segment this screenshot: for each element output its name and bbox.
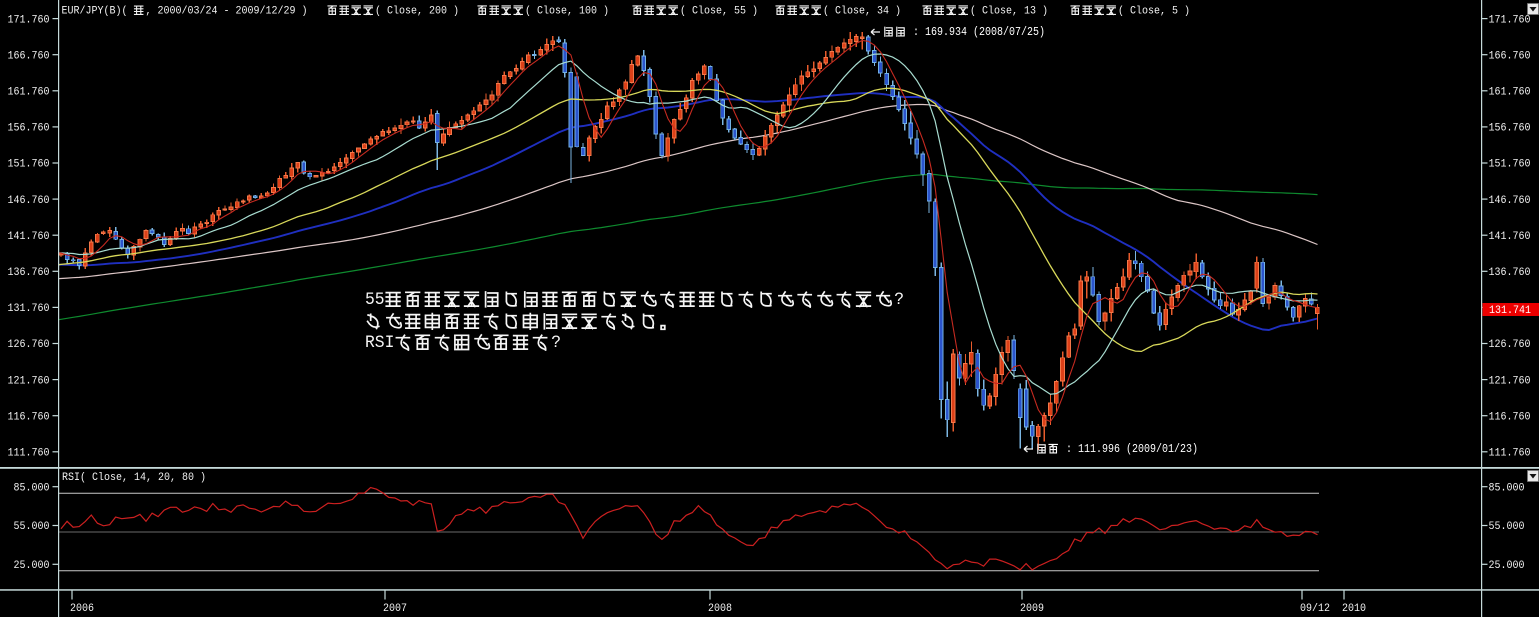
svg-text:111.760: 111.760 [8,448,50,460]
svg-text:85.000: 85.000 [1489,482,1525,494]
svg-text:111.760: 111.760 [1489,448,1531,460]
svg-text:: 169.934 (2008/07/25): : 169.934 (2008/07/25) [907,26,1045,39]
svg-text:85.000: 85.000 [14,482,50,494]
svg-text:?: ? [551,333,561,353]
svg-text:156.760: 156.760 [1489,123,1531,135]
svg-text:25.000: 25.000 [1489,560,1525,572]
svg-text:RSI: RSI [365,333,394,353]
svg-text:55.000: 55.000 [1489,521,1525,533]
svg-text:( Close, 100 ): ( Close, 100 ) [525,5,609,17]
svg-text:141.760: 141.760 [8,231,50,243]
svg-text:116.760: 116.760 [8,411,50,423]
svg-text:166.760: 166.760 [8,50,50,62]
svg-text:126.760: 126.760 [8,339,50,351]
svg-text:55.000: 55.000 [14,521,50,533]
svg-text:151.760: 151.760 [1489,159,1531,171]
svg-text:141.760: 141.760 [1489,231,1531,243]
svg-text:116.760: 116.760 [1489,411,1531,423]
svg-text:136.760: 136.760 [8,267,50,279]
svg-text:161.760: 161.760 [8,87,50,99]
svg-text:171.760: 171.760 [8,14,50,26]
svg-text:131.741: 131.741 [1489,305,1531,317]
svg-text:RSI( Close, 14, 20, 80 ): RSI( Close, 14, 20, 80 ) [62,472,206,484]
svg-text:?: ? [894,290,904,310]
svg-text:161.760: 161.760 [1489,87,1531,99]
svg-text:146.760: 146.760 [1489,195,1531,207]
svg-text:( Close, 13 ): ( Close, 13 ) [970,5,1048,17]
svg-text:2009: 2009 [1020,603,1044,615]
svg-text:121.760: 121.760 [8,375,50,387]
svg-text:156.760: 156.760 [8,123,50,135]
svg-text:2008: 2008 [708,603,732,615]
svg-text:131.760: 131.760 [8,303,50,315]
svg-text:2006: 2006 [70,603,94,615]
svg-text:( Close, 34 ): ( Close, 34 ) [823,5,901,17]
svg-text:( Close, 55 ): ( Close, 55 ) [680,5,758,17]
svg-text:171.760: 171.760 [1489,14,1531,26]
svg-text:09/12: 09/12 [1300,603,1330,615]
svg-text:2010: 2010 [1342,603,1366,615]
svg-text:EUR/JPY(B)(: EUR/JPY(B)( [62,5,134,17]
svg-text:136.760: 136.760 [1489,267,1531,279]
svg-text:25.000: 25.000 [14,560,50,572]
svg-text:126.760: 126.760 [1489,339,1531,351]
svg-text:: 111.996 (2009/01/23): : 111.996 (2009/01/23) [1060,443,1198,456]
svg-text:151.760: 151.760 [8,159,50,171]
svg-text:2007: 2007 [383,603,407,615]
svg-text:146.760: 146.760 [8,195,50,207]
svg-text:( Close, 200 ): ( Close, 200 ) [375,5,459,17]
svg-text:166.760: 166.760 [1489,50,1531,62]
svg-text:55: 55 [365,290,385,310]
svg-text:, 2000/03/24 - 2009/12/29 ): , 2000/03/24 - 2009/12/29 ) [146,5,308,17]
svg-text:( Close, 5 ): ( Close, 5 ) [1118,5,1190,17]
svg-text:121.760: 121.760 [1489,375,1531,387]
